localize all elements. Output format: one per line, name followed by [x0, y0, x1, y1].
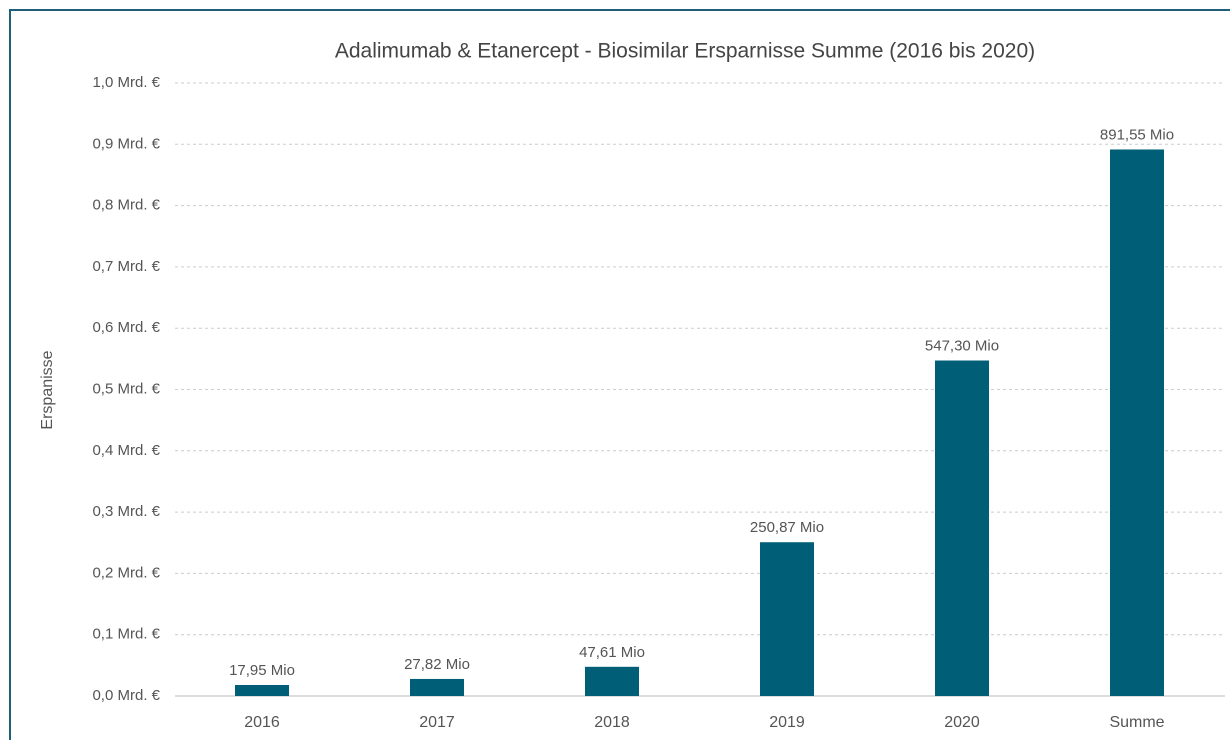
data-label: 547,30 Mio: [925, 337, 999, 354]
y-tick-label: 0,4 Mrd. €: [92, 442, 160, 459]
y-tick-label: 0,6 Mrd. €: [92, 319, 160, 336]
y-tick-label: 0,9 Mrd. €: [92, 135, 160, 152]
y-tick-label: 0,1 Mrd. €: [92, 626, 160, 643]
data-label: 250,87 Mio: [750, 519, 824, 536]
x-tick-label: 2016: [244, 714, 280, 731]
bar: [235, 684, 289, 696]
data-label: 891,55 Mio: [1100, 126, 1174, 143]
y-tick-label: 1,0 Mrd. €: [92, 74, 160, 91]
y-tick-label: 0,0 Mrd. €: [92, 687, 160, 704]
chart-title: Adalimumab & Etanercept - Biosimilar Ers…: [335, 40, 1035, 63]
x-tick-label: 2018: [594, 714, 630, 731]
bar: [1110, 149, 1164, 696]
frame: [9, 9, 1230, 740]
data-label: 47,61 Mio: [579, 644, 645, 661]
x-tick-label: 2020: [944, 714, 980, 731]
x-tick-label: Summe: [1109, 714, 1164, 731]
data-label: 17,95 Mio: [229, 662, 295, 679]
x-tick-label: 2019: [769, 714, 805, 731]
y-axis-label: Erspanisse: [39, 350, 56, 429]
x-tick-label: 2017: [419, 714, 455, 731]
y-tick-label: 0,2 Mrd. €: [92, 564, 160, 581]
y-tick-label: 0,3 Mrd. €: [92, 503, 160, 520]
y-tick-label: 0,5 Mrd. €: [92, 380, 160, 397]
bar: [585, 666, 639, 696]
bar: [935, 360, 989, 696]
bar: [760, 542, 814, 696]
bar: [410, 678, 464, 696]
y-tick-label: 0,7 Mrd. €: [92, 258, 160, 275]
data-label: 27,82 Mio: [404, 656, 470, 673]
y-tick-label: 0,8 Mrd. €: [92, 197, 160, 214]
